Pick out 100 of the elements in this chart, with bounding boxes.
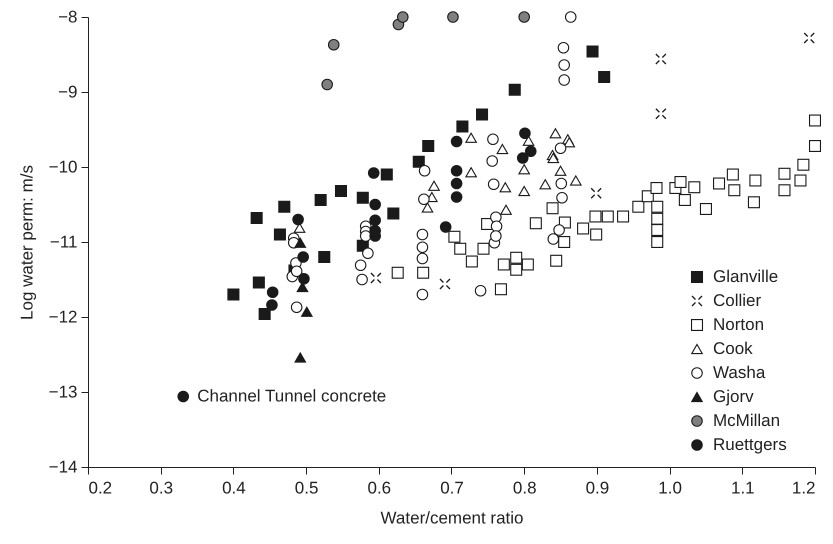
point (550, 254, 562, 267)
point (440, 221, 452, 233)
legend-label: Collier (713, 291, 762, 310)
legend-label: McMillan (713, 411, 780, 430)
point (318, 250, 330, 264)
legend-label: Ruettgers (713, 435, 787, 454)
legend-label: Glanville (713, 267, 778, 286)
point (728, 184, 740, 196)
point (278, 200, 290, 213)
point (450, 178, 462, 190)
y-tick-label: −11 (50, 232, 78, 252)
point (650, 182, 663, 194)
y-tick-label: −14 (48, 458, 78, 476)
point (500, 204, 512, 215)
point (356, 274, 368, 286)
point (651, 200, 664, 213)
point (778, 184, 790, 196)
point (794, 174, 806, 187)
point (297, 251, 309, 263)
point (510, 252, 522, 264)
point (476, 108, 488, 121)
y-tick-label: −13 (48, 382, 78, 402)
point (500, 182, 512, 192)
point (808, 114, 822, 127)
y-tick-label: −8 (58, 8, 78, 26)
x-tick-label: 1.2 (792, 478, 816, 498)
point (487, 133, 499, 146)
y-tick-label: −9 (58, 82, 78, 102)
point (290, 265, 302, 278)
y-axis-title: Log water perm: m/s (18, 165, 37, 320)
point (292, 214, 304, 226)
point (321, 78, 333, 90)
point (530, 217, 542, 230)
legend-label: Gjorv (713, 387, 754, 406)
point (448, 230, 460, 243)
point (688, 181, 700, 194)
point (563, 137, 576, 148)
point (589, 210, 602, 223)
point (804, 32, 815, 44)
point (508, 84, 521, 96)
point (368, 167, 380, 179)
point (334, 184, 348, 198)
point (416, 228, 428, 240)
point (294, 238, 306, 248)
point (554, 142, 566, 154)
point (465, 132, 477, 143)
point (564, 11, 577, 23)
point (598, 70, 610, 84)
x-tick-label: 0.4 (222, 478, 246, 498)
point (422, 140, 434, 152)
point (524, 145, 537, 158)
point (651, 236, 664, 248)
point (655, 53, 667, 65)
point (617, 210, 630, 223)
point (632, 200, 644, 213)
point (678, 194, 691, 206)
point (555, 178, 568, 190)
point (519, 127, 531, 140)
point (490, 220, 502, 232)
point (570, 175, 582, 186)
point (778, 168, 790, 180)
point (250, 212, 263, 224)
point (546, 202, 559, 214)
point (380, 168, 393, 181)
x-tick-label: 0.7 (440, 478, 464, 498)
x-tick-label: 0.5 (294, 478, 318, 498)
point (550, 128, 562, 138)
point (428, 180, 440, 191)
point (586, 45, 599, 58)
point (298, 272, 310, 285)
point (412, 156, 425, 168)
point (553, 224, 565, 236)
y-tick-label: −12 (48, 308, 78, 326)
point (510, 264, 522, 276)
point (556, 192, 568, 204)
point (439, 278, 451, 290)
point (258, 308, 271, 320)
point (290, 301, 302, 314)
point (655, 108, 667, 120)
point (651, 224, 664, 236)
point (749, 174, 762, 187)
point (558, 74, 570, 86)
point (387, 207, 400, 220)
series-label: Channel Tunnel concrete (197, 386, 386, 406)
x-tick-label: 0.8 (512, 478, 537, 498)
point (558, 59, 570, 71)
point (496, 144, 508, 154)
x-tick-label: 1.0 (658, 478, 682, 498)
point (674, 176, 687, 188)
point (396, 11, 409, 23)
point (494, 283, 507, 296)
legend-label: Norton (713, 315, 764, 334)
point (477, 242, 490, 255)
legend-label: Washa (713, 363, 766, 382)
point (274, 228, 286, 241)
point (362, 247, 374, 260)
y-tick-label: −10 (48, 158, 78, 176)
point (266, 299, 278, 311)
point (488, 178, 500, 190)
point (450, 164, 462, 177)
